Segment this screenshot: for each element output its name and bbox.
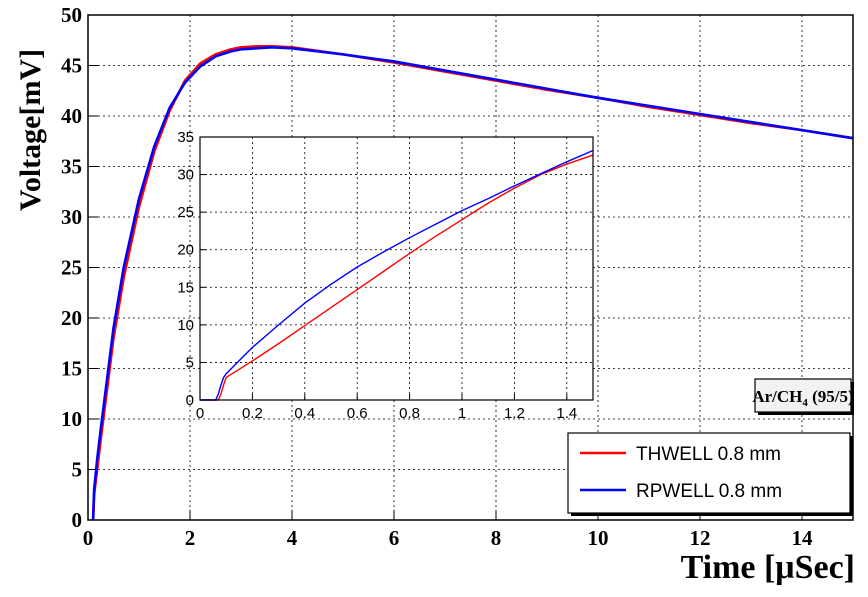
main-y-tick-label: 5 <box>72 458 83 482</box>
main-y-tick-label: 50 <box>61 3 82 27</box>
inset-x-tick-label: 0 <box>196 405 204 422</box>
gas-annotation-text: Ar/CH4 (95/5) <box>752 387 853 409</box>
legend-label-thwell: THWELL 0.8 mm <box>636 444 781 465</box>
main-x-tick-label: 10 <box>588 526 609 550</box>
main-x-tick-label: 2 <box>185 526 196 550</box>
inset-series <box>200 149 594 401</box>
main-x-tick-label: 4 <box>287 526 298 550</box>
main-y-tick-label: 30 <box>61 205 82 229</box>
inset-y-tick-label: 25 <box>177 204 194 221</box>
main-x-tick-label: 14 <box>792 526 814 550</box>
x-axis-title: Time [μSec] <box>681 549 855 586</box>
gas-annotation: Ar/CH4 (95/5) <box>752 378 854 415</box>
inset-y-tick-label: 35 <box>177 129 194 146</box>
inset-x-tick-label: 1.2 <box>504 405 525 422</box>
main-y-tick-label: 10 <box>61 407 82 431</box>
inset-x-tick-label: 0.8 <box>399 405 420 422</box>
main-y-tick-label: 15 <box>61 357 82 381</box>
main-y-tick-label: 40 <box>61 104 82 128</box>
main-x-tick-label: 12 <box>690 526 711 550</box>
inset-x-tick-label: 1.4 <box>556 405 577 422</box>
main-y-tick-label: 0 <box>72 508 83 532</box>
inset-y-tick-label: 5 <box>186 354 194 371</box>
inset-grid <box>200 137 593 400</box>
main-x-tick-label: 0 <box>83 526 94 550</box>
main-y-tick-label: 25 <box>61 256 82 280</box>
legend-label-rpwell: RPWELL 0.8 mm <box>636 481 782 502</box>
inset-plot: 0 0.2 0.4 0.6 0.8 1 1.2 1.4 0 5 10 15 20 25 30 35 <box>177 129 594 422</box>
inset-y-tick-label: 15 <box>177 279 194 296</box>
main-y-tick-label: 35 <box>61 155 82 179</box>
main-y-tick-label: 20 <box>61 306 82 330</box>
inset-series-line-rpwell <box>200 149 594 401</box>
y-axis-title: Voltage[mV] <box>14 49 47 211</box>
inset-series-line-thwell <box>200 154 594 401</box>
inset-y-tick-label: 30 <box>177 167 194 184</box>
main-series-line-rpwell <box>91 46 854 521</box>
main-frame <box>87 14 854 521</box>
inset-x-tick-label: 1 <box>458 405 466 422</box>
main-series <box>91 45 854 521</box>
inset-frame <box>199 136 594 401</box>
inset-y-tick-label: 10 <box>177 317 194 334</box>
main-y-tick-label: 45 <box>61 54 82 78</box>
inset-x-tick-label: 0.4 <box>294 405 315 422</box>
inset-x-tick-label: 0.6 <box>347 405 368 422</box>
inset-y-tick-label: 0 <box>186 392 194 409</box>
main-x-tick-label: 8 <box>491 526 502 550</box>
inset-x-tick-label: 0.2 <box>242 405 263 422</box>
legend: THWELL 0.8 mm RPWELL 0.8 mm <box>567 432 853 516</box>
main-x-tick-label: 6 <box>389 526 400 550</box>
inset-y-tick-label: 20 <box>177 242 194 259</box>
inset-axis-ticks: 0 0.2 0.4 0.6 0.8 1 1.2 1.4 0 5 10 15 20 25 30 35 <box>177 129 577 422</box>
